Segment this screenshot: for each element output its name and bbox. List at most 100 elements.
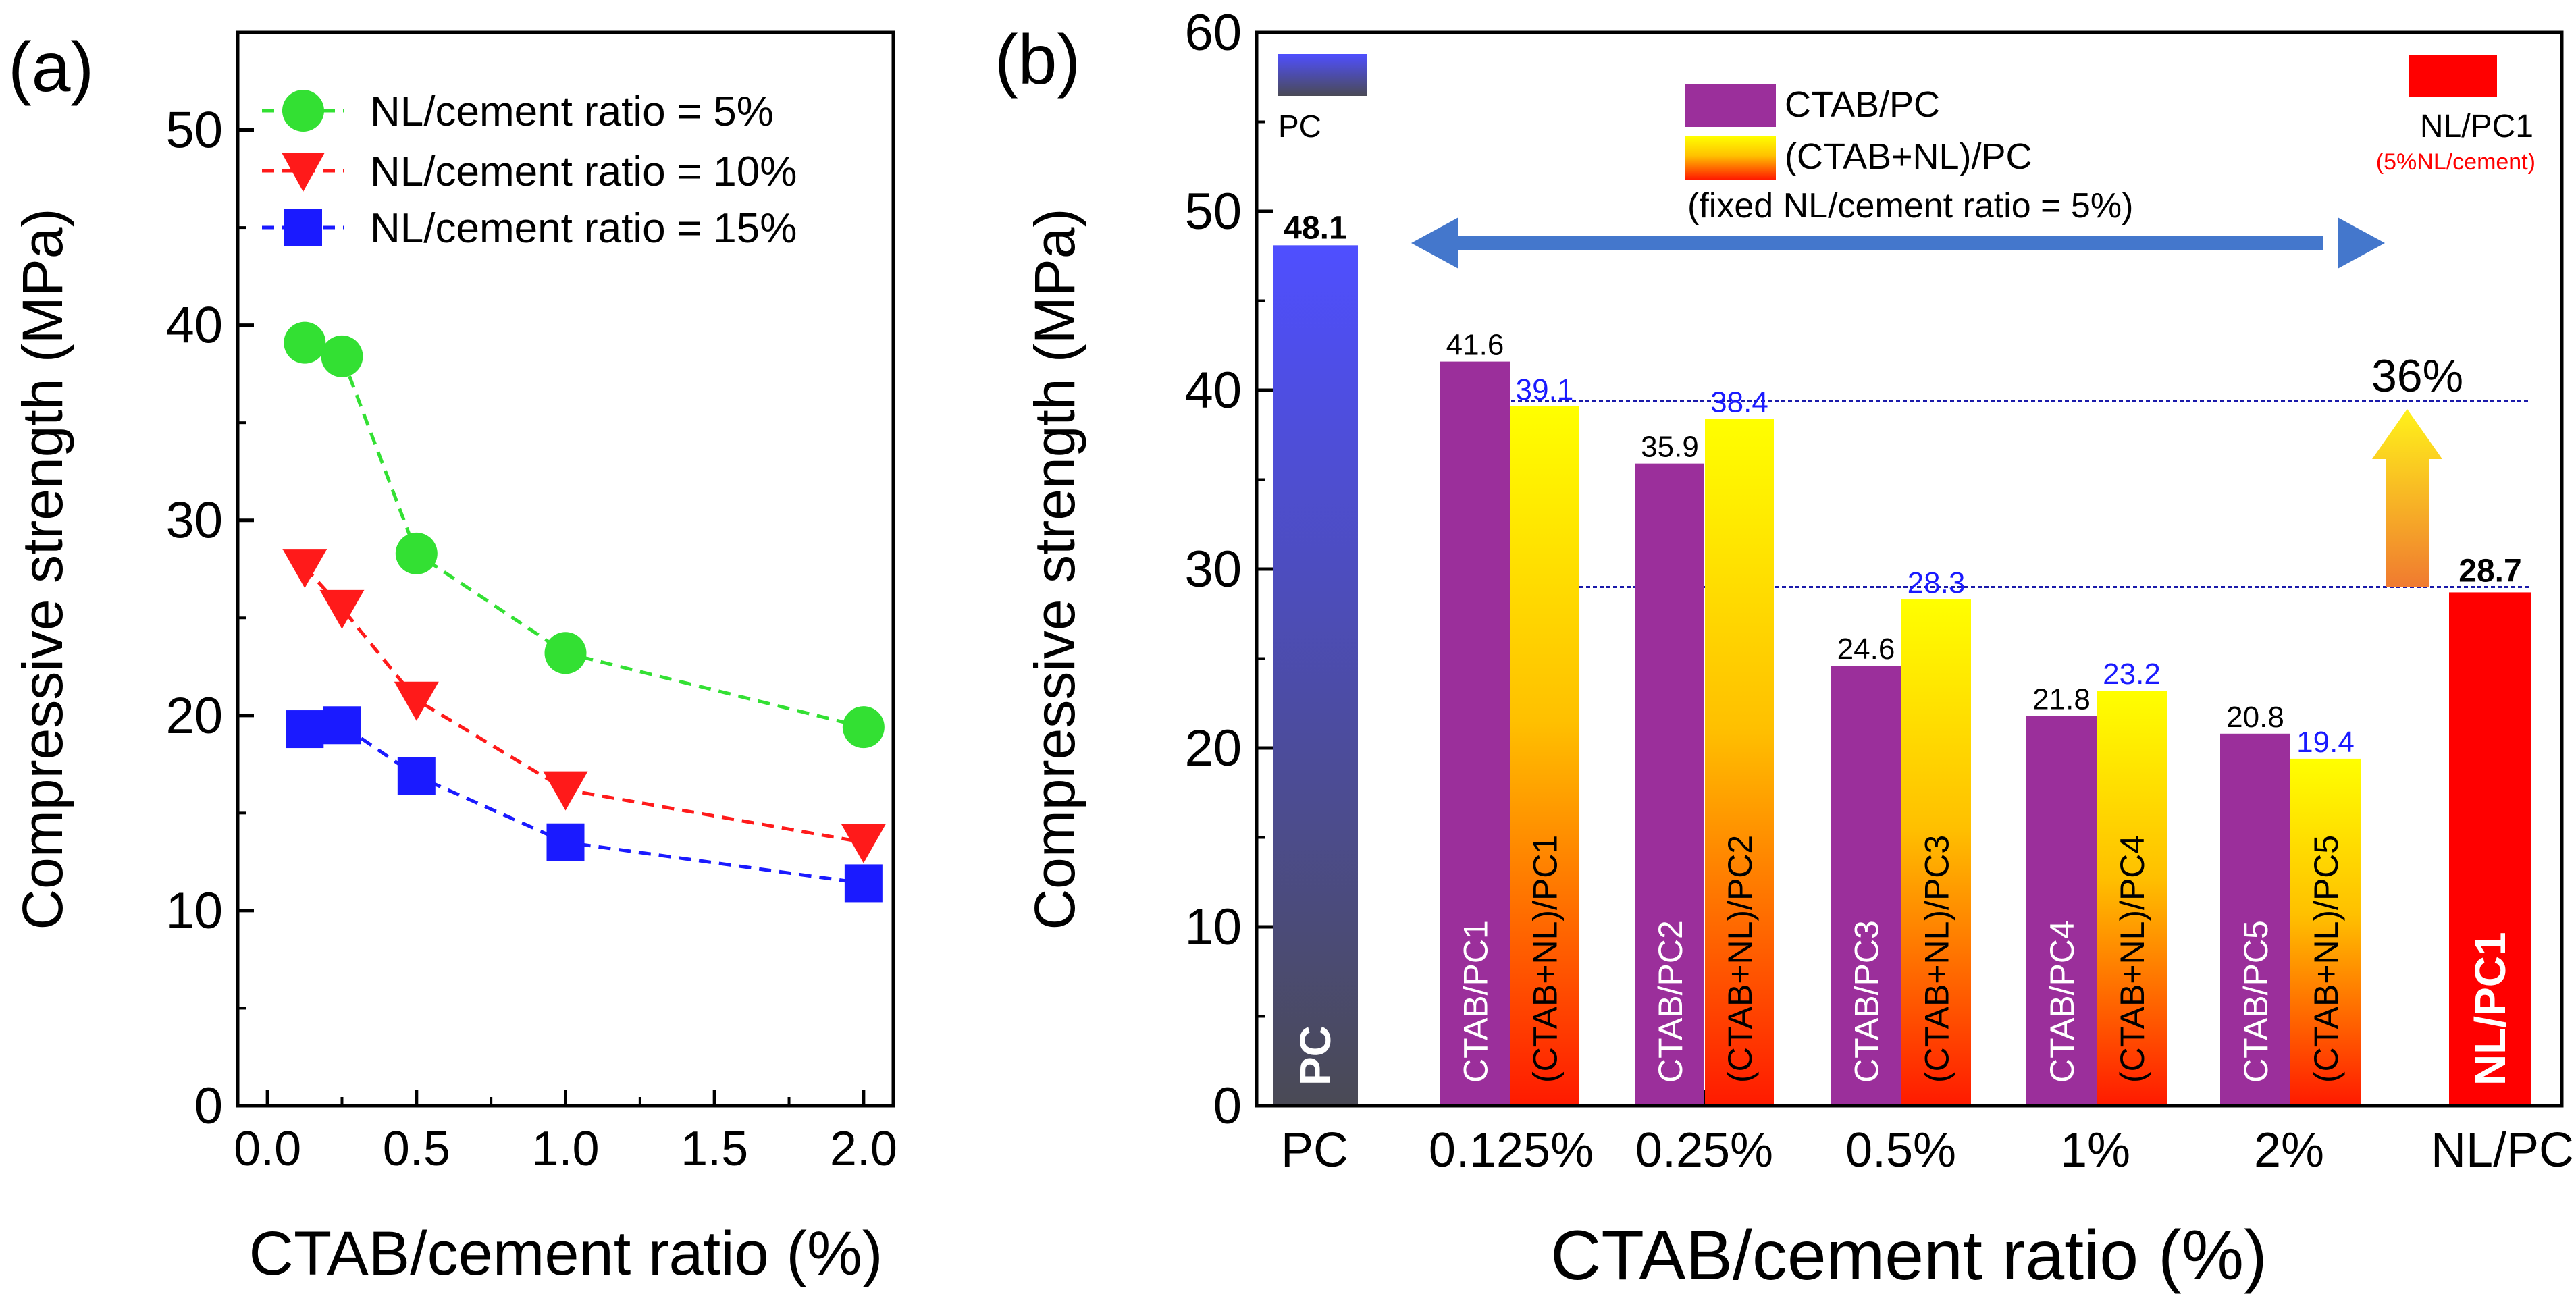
b-y-axis-label: Compressive strength (MPa) xyxy=(1023,209,1086,930)
b-legend-label-ctab: CTAB/PC xyxy=(1785,84,1940,125)
b-reference-lines xyxy=(1511,400,2531,588)
b-x-tick-label: 0.125% xyxy=(1429,1123,1594,1177)
b-bar-ctabnl xyxy=(1705,419,1774,1106)
b-bar-ctab xyxy=(1440,361,1510,1106)
b-bar-value-label: 48.1 xyxy=(1284,210,1346,246)
b-bar-inner-label: CTAB/PC4 xyxy=(2043,920,2081,1083)
b-bar-nlpc xyxy=(2449,592,2531,1106)
b-legend-label-nlpc: NL/PC1 xyxy=(2420,109,2533,144)
a-series-markers xyxy=(282,321,886,903)
b-y-tick-label: 30 xyxy=(1184,541,1242,598)
b-bar-inner-label: (CTAB+NL)/PC5 xyxy=(2307,835,2345,1083)
b-x-tick-label: 2% xyxy=(2254,1123,2324,1177)
b-y-tick-label: 50 xyxy=(1184,183,1242,240)
b-bar-inner-label: CTAB/PC1 xyxy=(1457,920,1495,1083)
b-bar-inner-label: (CTAB+NL)/PC2 xyxy=(1721,835,1759,1083)
b-x-tick-label: 0.5% xyxy=(1845,1123,1956,1177)
a-y-tick-label: 0 xyxy=(194,1077,223,1135)
b-bar-value-label: 21.8 xyxy=(2032,683,2091,716)
b-bar-value-label: 20.8 xyxy=(2226,701,2284,734)
panel-b-label: (b) xyxy=(995,21,1080,99)
a-x-tick-label: 1.5 xyxy=(681,1122,748,1176)
a-point-square xyxy=(546,823,585,861)
panel-a: (a) 0.0 0.5 1.0 1.5 2.0 0 10 20 30 40 50 CTAB/ceme… xyxy=(8,28,897,1288)
a-x-axis-label: CTAB/cement ratio (%) xyxy=(249,1219,883,1288)
a-x-tick-label: 1.0 xyxy=(531,1122,599,1176)
b-bar-inner-label: CTAB/PC2 xyxy=(1652,920,1689,1083)
a-point-square xyxy=(323,706,361,745)
panel-b: (b) 0 10 20 30 40 50 60 PC 0.125% 0.25% 0.5% 1% 2% NL… xyxy=(995,4,2574,1295)
a-legend-marker-10 xyxy=(282,153,325,192)
b-double-arrow-right-head xyxy=(2338,217,2385,269)
b-bar-value-label: 23.2 xyxy=(2103,658,2161,691)
b-bar-value-label: 28.3 xyxy=(1908,566,1966,599)
b-bar-inner-label: PC xyxy=(1291,1025,1340,1086)
panel-a-label: (a) xyxy=(8,28,94,107)
a-x-tick-label: 0.5 xyxy=(383,1122,450,1176)
a-x-tick-label: 2.0 xyxy=(830,1122,897,1176)
b-increase-arrow xyxy=(2372,409,2442,587)
a-x-tick-label: 0.0 xyxy=(234,1122,301,1176)
b-x-axis-label: CTAB/cement ratio (%) xyxy=(1550,1216,2267,1295)
a-legend-label-10: NL/cement ratio = 10% xyxy=(370,149,797,195)
a-point-circle xyxy=(321,335,363,377)
b-bar-ctab xyxy=(2026,716,2097,1106)
a-point-square xyxy=(397,757,436,795)
a-y-tick-label: 50 xyxy=(165,102,223,159)
a-point-triangle xyxy=(282,549,327,589)
a-series-line xyxy=(304,341,864,729)
b-axis-ticks: 0 10 20 30 40 50 60 PC 0.125% 0.25% 0.5% 1% 2% NL/PC xyxy=(1184,4,2574,1177)
b-bar-ctab xyxy=(1635,463,1704,1106)
b-bar-inner-label: (CTAB+NL)/PC3 xyxy=(1918,835,1956,1083)
b-x-tick-label: PC xyxy=(1281,1123,1348,1177)
b-y-tick-label: 40 xyxy=(1184,362,1242,419)
a-y-tick-label: 10 xyxy=(165,882,223,940)
b-bar-ctab xyxy=(2220,733,2290,1106)
a-point-circle xyxy=(395,532,438,574)
b-bar-inner-label: NL/PC1 xyxy=(2466,932,2515,1086)
b-bar-ctabnl xyxy=(2290,758,2361,1106)
b-bar-inner-label: CTAB/PC3 xyxy=(1848,920,1886,1083)
b-bar-ctabnl xyxy=(2097,691,2167,1106)
b-bar-value-label: 41.6 xyxy=(1446,329,1504,362)
a-point-circle xyxy=(544,632,587,674)
b-legend-swatch-pc xyxy=(1278,54,1367,96)
b-legend-label-pc: PC xyxy=(1278,109,1321,144)
b-bar-ctabnl xyxy=(1901,599,1971,1106)
b-bar-inner-label: (CTAB+NL)/PC4 xyxy=(2113,835,2151,1083)
b-legend-swatch-nlpc xyxy=(2409,55,2497,97)
a-point-triangle xyxy=(543,771,588,811)
a-y-tick-label: 30 xyxy=(165,492,223,550)
a-y-axis-label: Compressive strength (MPa) xyxy=(11,209,74,930)
b-bar-value-label: 39.1 xyxy=(1516,373,1574,406)
b-y-tick-label: 20 xyxy=(1184,720,1242,777)
b-bar-pc xyxy=(1273,245,1358,1106)
b-y-tick-label: 10 xyxy=(1184,899,1242,956)
b-increase-percent: 36% xyxy=(2371,350,2463,402)
b-bar-ctab xyxy=(1831,666,1901,1106)
a-point-triangle xyxy=(394,681,439,721)
b-bars: 48.1 PC 41.6 CTAB/PC1 39.1 (CTAB+NL)/PC1 35.9 C… xyxy=(1273,210,2531,1106)
a-series-lines xyxy=(303,341,864,885)
b-x-tick-label: 1% xyxy=(2060,1123,2130,1177)
b-bar-value-label: 19.4 xyxy=(2296,726,2355,759)
a-point-triangle xyxy=(841,824,886,863)
b-bar-value-label: 28.7 xyxy=(2459,553,2521,589)
a-point-circle xyxy=(284,321,326,364)
b-y-tick-label: 0 xyxy=(1213,1077,1242,1135)
b-y-tick-label: 60 xyxy=(1184,4,1242,61)
b-x-tick-label: 0.25% xyxy=(1635,1123,1773,1177)
b-x-tick-label: NL/PC xyxy=(2431,1123,2574,1177)
b-plot-frame xyxy=(1255,30,2564,1108)
a-point-circle xyxy=(842,706,885,749)
a-y-tick-label: 40 xyxy=(165,297,223,354)
b-bar-ctabnl xyxy=(1510,406,1579,1106)
a-legend-marker-5 xyxy=(282,90,324,132)
b-legend-swatch-ctabnl xyxy=(1685,136,1776,180)
b-bar-inner-label: CTAB/PC5 xyxy=(2237,920,2275,1083)
a-y-tick-label: 20 xyxy=(165,687,223,745)
a-axis-ticks: 0.0 0.5 1.0 1.5 2.0 0 10 20 30 40 50 xyxy=(165,102,897,1176)
b-legend-note-ctabnl: (fixed NL/cement ratio = 5%) xyxy=(1687,186,2133,225)
a-point-square xyxy=(286,710,324,749)
